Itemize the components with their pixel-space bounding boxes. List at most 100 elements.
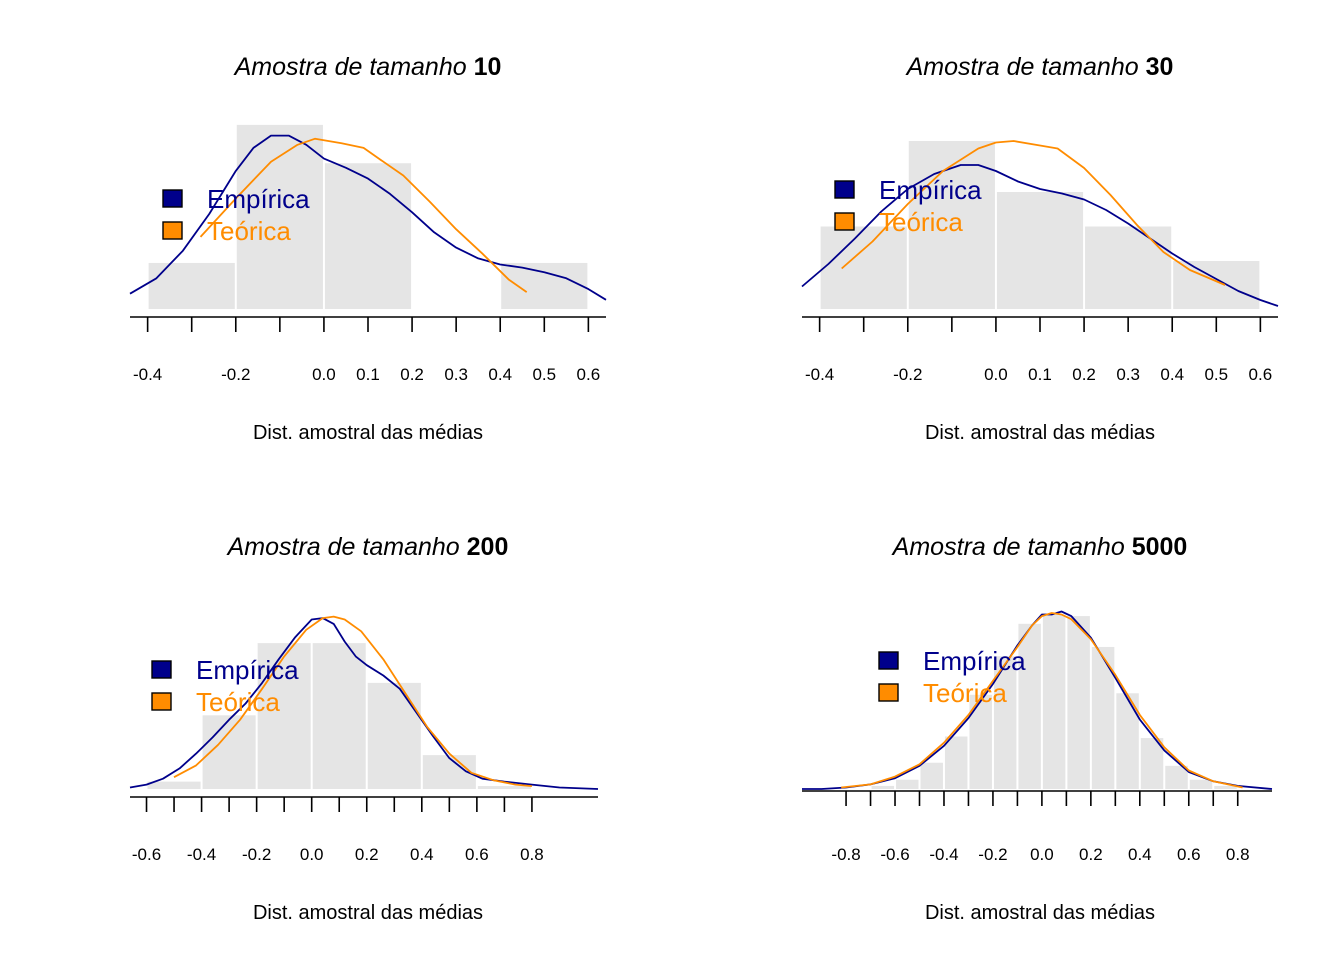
legend-swatch-empirica [162, 189, 183, 208]
x-tick-label: 0.8 [1226, 845, 1250, 864]
x-axis-label: Dist. amostral das médias [253, 902, 483, 924]
chart-panel-2: Amostra de tamanho 30 -0.4 -0.2 0.0 0.1 0.2 0.… [801, 53, 1279, 444]
x-tick-label: -0.2 [242, 845, 271, 864]
chart-title: Amostra de tamanho 30 [905, 53, 1174, 81]
histogram-bar [1091, 646, 1115, 789]
histogram-bar [1042, 614, 1066, 789]
histogram-bar [993, 656, 1017, 789]
x-axis-label: Dist. amostral das médias [925, 422, 1155, 444]
histogram-bar [908, 141, 995, 309]
x-tick-label: -0.6 [880, 845, 909, 864]
series-line-empirica [129, 134, 607, 301]
series-line-teorica [841, 140, 1226, 286]
histogram-bar [1189, 779, 1213, 789]
x-tick-label: 0.0 [312, 365, 336, 384]
chart-title-n: 30 [1139, 53, 1174, 81]
x-tick-label: -0.2 [893, 365, 922, 384]
x-tick-label: 0.6 [1177, 845, 1201, 864]
legend-label-teorica: Teórica [923, 678, 1007, 708]
x-tick-label: 0.2 [1072, 365, 1096, 384]
legend-swatch-teorica [834, 212, 855, 231]
x-tick-label: 0.6 [577, 365, 601, 384]
x-tick-label: -0.4 [187, 845, 216, 864]
histogram-bar [312, 643, 366, 789]
chart-title-prefix: Amostra de tamanho [891, 533, 1125, 561]
chart-title-prefix: Amostra de tamanho [226, 533, 460, 561]
x-tick-label: -0.2 [978, 845, 1007, 864]
histogram-bar [944, 736, 968, 789]
histogram-bar [820, 226, 907, 309]
histogram-bar [324, 163, 412, 309]
legend-label-teorica: Teórica [196, 687, 280, 717]
chart-panel-1: Amostra de tamanho 10 -0.4 -0.2 0.0 0.1 0.2 0.… [129, 53, 607, 444]
histogram-bar [896, 779, 919, 789]
chart-title-n: 10 [467, 53, 502, 81]
x-tick-label: -0.2 [221, 365, 250, 384]
histogram-bar [969, 694, 992, 789]
legend-swatch-teorica [878, 683, 899, 702]
histogram-bar [477, 786, 531, 789]
chart-panel-4: Amostra de tamanho 5000 -0.8 -0.6 -0.4 -0.2 0… [802, 533, 1273, 924]
x-tick-label: 0.3 [1116, 365, 1140, 384]
x-tick-label: 0.0 [300, 845, 324, 864]
x-tick-label: 0.6 [465, 845, 489, 864]
histogram-bar [367, 682, 421, 789]
histogram-bar [920, 762, 943, 789]
histogram-bar [1116, 693, 1139, 789]
histogram-bar [871, 785, 895, 789]
x-tick-label: 0.1 [1028, 365, 1052, 384]
series-line-teorica [173, 615, 532, 787]
x-tick-label: -0.8 [831, 845, 860, 864]
chart-title-n: 200 [460, 533, 509, 561]
x-tick-label: 0.4 [488, 365, 512, 384]
histogram-bar [1067, 616, 1090, 789]
chart-title: Amostra de tamanho 10 [233, 53, 502, 81]
histogram-bar [1165, 765, 1188, 789]
histogram-bar [1140, 738, 1164, 789]
legend-swatch-empirica [878, 651, 899, 670]
histogram-bar [147, 781, 201, 789]
legend-label-teorica: Teórica [207, 216, 291, 246]
x-axis-label: Dist. amostral das médias [253, 422, 483, 444]
histogram-bar [1018, 623, 1041, 789]
chart-title-prefix: Amostra de tamanho [233, 53, 467, 81]
x-tick-label: 0.2 [355, 845, 379, 864]
x-tick-label: -0.6 [132, 845, 161, 864]
histogram-bar [1214, 785, 1237, 789]
x-tick-label: 0.5 [532, 365, 556, 384]
x-tick-label: -0.4 [133, 365, 162, 384]
legend-label-empirica: Empírica [207, 184, 310, 214]
x-axis-label: Dist. amostral das médias [925, 902, 1155, 924]
chart-title: Amostra de tamanho 200 [226, 533, 509, 561]
x-tick-label: 0.4 [1160, 365, 1184, 384]
legend-label-teorica: Teórica [879, 207, 963, 237]
legend-swatch-teorica [151, 692, 172, 711]
histogram-bar [501, 262, 588, 309]
x-tick-label: 0.5 [1204, 365, 1228, 384]
series-line-empirica [801, 164, 1279, 307]
chart-title-prefix: Amostra de tamanho [905, 53, 1139, 81]
series-line-empirica [129, 617, 599, 790]
legend-label-empirica: Empírica [879, 175, 982, 205]
chart-title: Amostra de tamanho 5000 [891, 533, 1188, 561]
x-tick-label: -0.4 [929, 845, 958, 864]
x-tick-label: 0.2 [1079, 845, 1103, 864]
histogram-bar [257, 643, 311, 789]
series-line-teorica [841, 612, 1243, 789]
histogram-bar [996, 192, 1084, 309]
x-tick-label: -0.4 [805, 365, 834, 384]
legend-swatch-empirica [151, 660, 172, 679]
x-tick-label: 0.4 [1128, 845, 1152, 864]
histogram-bar [1085, 226, 1172, 309]
x-tick-label: 0.0 [984, 365, 1008, 384]
x-tick-label: 0.4 [410, 845, 434, 864]
chart-title-n: 5000 [1125, 533, 1188, 561]
x-tick-label: 0.2 [400, 365, 424, 384]
chart-panel-3: Amostra de tamanho 200 -0.6 -0.4 -0.2 0.0 0.2… [129, 533, 599, 924]
legend-label-empirica: Empírica [196, 655, 299, 685]
